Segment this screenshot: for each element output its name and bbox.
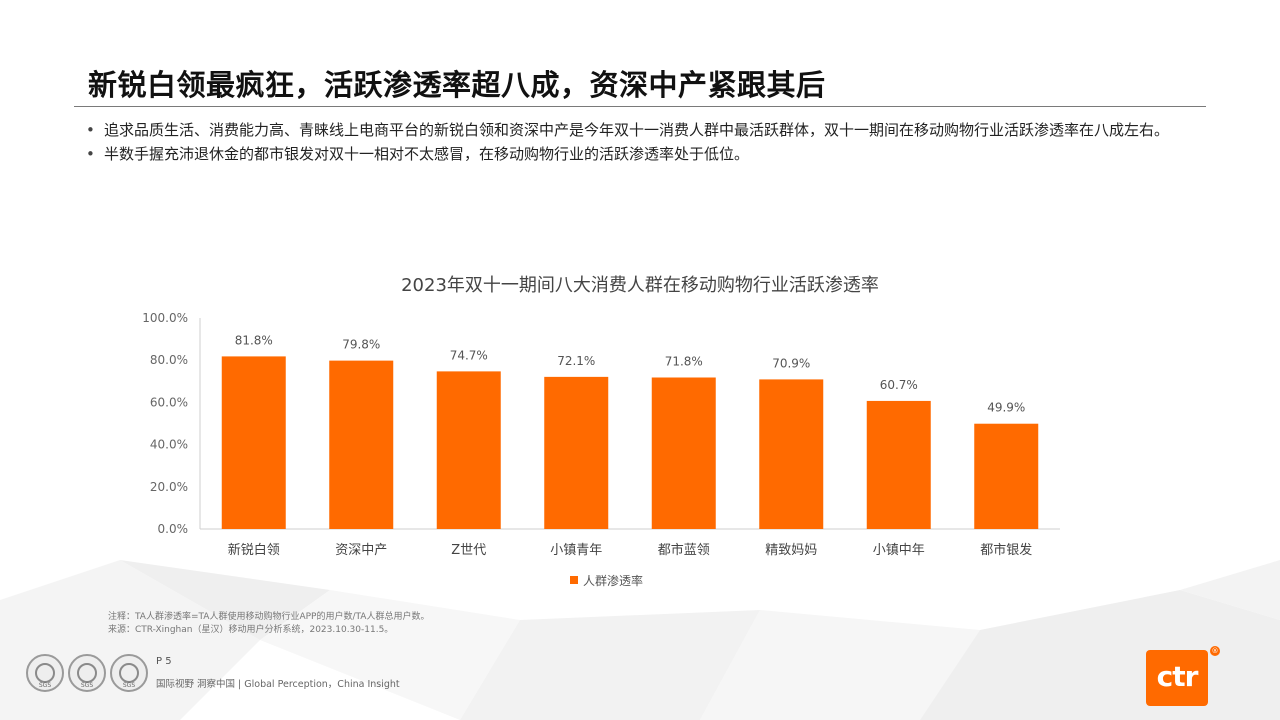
sgs-seal-icon: SGS [26,654,64,692]
y-tick-label: 80.0% [150,353,188,367]
ctr-logo: ctr [1146,650,1208,706]
footnote-annotation: 注释：TA人群渗透率=TA人群使用移动购物行业APP的用户数/TA人群总用户数。 [108,612,430,622]
chart-title: 2023年双十一期间八大消费人群在移动购物行业活跃渗透率 [401,275,879,296]
y-tick-label: 0.0% [158,522,189,536]
page-number: P 5 [156,656,172,667]
y-tick-label: 100.0% [142,311,188,325]
bar-value-label: 60.7% [880,378,918,392]
bar-value-label: 79.8% [342,338,380,352]
bar-value-label: 49.9% [987,401,1025,415]
bar-value-label: 72.1% [557,354,595,368]
bar [759,379,824,529]
bar [974,423,1039,529]
x-tick-label: 新锐白领 [228,542,280,558]
bar-value-label: 70.9% [772,356,810,370]
x-tick-label: 小镇青年 [550,543,602,558]
registered-mark-icon: ® [1210,646,1220,656]
y-tick-label: 20.0% [150,480,188,494]
x-tick-label: 小镇中年 [873,543,925,558]
legend-label: 人群渗透率 [583,573,643,588]
bar-value-label: 74.7% [450,348,488,362]
y-axis-ticks: 0.0% 20.0% 40.0% 60.0% 80.0% 100.0% [142,311,188,536]
bar [329,360,394,529]
chart-legend: 人群渗透率 [570,573,643,588]
bar [221,356,286,529]
bullet-item: 追求品质生活、消费能力高、青睐线上电商平台的新锐白领和资深中产是今年双十一消费人… [86,118,1206,142]
y-tick-label: 60.0% [150,395,188,409]
footnote: 注释：TA人群渗透率=TA人群使用移动购物行业APP的用户数/TA人群总用户数。… [108,611,429,637]
certification-seals: SGS SGS SGS [26,654,150,692]
title-divider [74,106,1206,107]
bullet-item: 半数手握充沛退休金的都市银发对双十一相对不太感冒，在移动购物行业的活跃渗透率处于… [86,142,1206,166]
sgs-seal-icon: SGS [110,654,148,692]
legend-swatch [570,576,578,584]
sgs-seal-icon: SGS [68,654,106,692]
bar-group: 81.8% 新锐白领 79.8% 资深中产 74.7% Z世代 72.1% 小镇青年 71.8%… [221,333,1039,558]
footer-slogan: 国际视野 洞察中国 | Global Perception，China Insi… [156,679,400,690]
x-tick-label: 都市银发 [980,542,1032,558]
y-tick-label: 40.0% [150,438,188,452]
bar [651,377,716,529]
x-tick-label: 都市蓝领 [658,542,710,558]
ctr-logo-text: ctr [1156,660,1199,693]
bar-value-label: 81.8% [235,333,273,347]
bar [544,376,609,529]
bar-value-label: 71.8% [665,355,703,369]
footnote-source: 来源：CTR-Xinghan（星汉）移动用户分析系统，2023.10.30-11… [108,625,394,635]
bullet-list: 追求品质生活、消费能力高、青睐线上电商平台的新锐白领和资深中产是今年双十一消费人… [86,118,1206,166]
x-tick-label: 资深中产 [335,543,387,558]
bar [866,400,931,529]
page-title: 新锐白领最疯狂，活跃渗透率超八成，资深中产紧跟其后 [88,68,826,102]
x-tick-label: Z世代 [451,543,486,558]
bar [436,371,501,529]
x-tick-label: 精致妈妈 [765,543,817,558]
